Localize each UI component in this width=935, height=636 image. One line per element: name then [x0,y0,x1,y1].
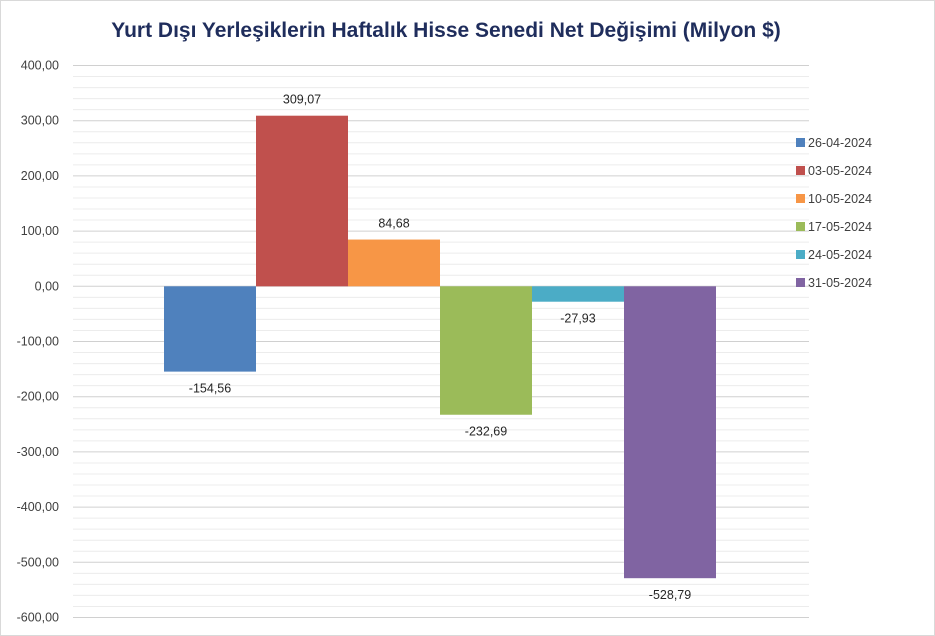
bar-24-05-2024 [532,286,624,302]
chart-title: Yurt Dışı Yerleşiklerin Haftalık Hisse S… [111,19,781,42]
legend: 26-04-2024 03-05-2024 10-05-2024 17-05-2024… [796,136,872,290]
y-tick-label: -400,00 [17,500,59,514]
legend-label: 24-05-2024 [808,248,872,262]
legend-swatch [796,250,805,259]
legend-swatch [796,194,805,203]
bar-31-05-2024 [624,286,716,579]
data-label: 309,07 [283,93,321,107]
data-label: -232,69 [465,425,507,439]
legend-label: 17-05-2024 [808,220,872,234]
y-tick-label: 400,00 [21,59,59,73]
bar-10-05-2024 [348,239,440,287]
bars [164,115,716,579]
y-tick-label: 0,00 [35,279,59,293]
y-axis: 400,00 300,00 200,00 100,00 0,00 -100,00 -200,… [17,59,59,625]
legend-label: 10-05-2024 [808,192,872,206]
y-tick-label: 300,00 [21,114,59,128]
y-tick-label: -200,00 [17,390,59,404]
data-label: -27,93 [560,312,595,326]
legend-swatch [796,166,805,175]
data-label: -154,56 [189,382,231,396]
y-tick-label: 100,00 [21,224,59,238]
bar-17-05-2024 [440,286,532,415]
legend-swatch [796,138,805,147]
legend-label: 03-05-2024 [808,164,872,178]
legend-swatch [796,278,805,287]
y-tick-label: -500,00 [17,555,59,569]
data-labels: -154,56 309,07 84,68 -232,69 -27,93 -528,79 [189,93,691,602]
legend-label: 26-04-2024 [808,136,872,150]
y-tick-label: -600,00 [17,611,59,625]
bar-03-05-2024 [256,115,348,287]
y-tick-label: 200,00 [21,169,59,183]
legend-swatch [796,222,805,231]
y-tick-label: -100,00 [17,335,59,349]
legend-label: 31-05-2024 [808,276,872,290]
data-label: 84,68 [378,217,409,231]
bar-26-04-2024 [164,286,256,372]
data-label: -528,79 [649,588,691,602]
y-tick-label: -300,00 [17,445,59,459]
